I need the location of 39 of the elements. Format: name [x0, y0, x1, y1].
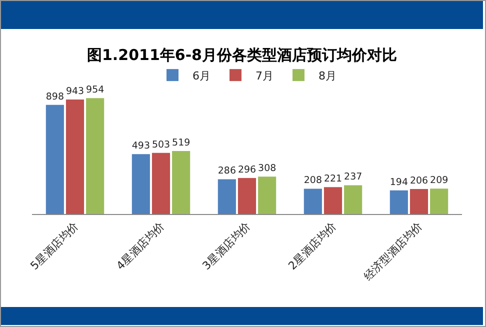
data-label: 898	[46, 91, 64, 102]
data-label: 503	[152, 139, 170, 150]
bar	[430, 188, 448, 214]
bar	[324, 187, 342, 214]
data-label: 209	[430, 175, 448, 186]
data-label: 221	[324, 174, 342, 185]
bar	[410, 188, 428, 214]
legend-label: 8月	[318, 69, 336, 82]
legend-label: 7月	[256, 69, 274, 82]
bar	[46, 104, 64, 214]
x-tick-label: 3星酒店均价	[200, 220, 254, 273]
data-label: 943	[66, 86, 84, 97]
chart-title: 图1.2011年6-8月份各类型酒店预订均价对比	[87, 46, 397, 64]
bar	[258, 176, 276, 214]
data-label: 954	[86, 84, 104, 96]
bar	[304, 188, 322, 214]
data-label: 296	[238, 164, 256, 176]
data-label: 237	[344, 172, 362, 183]
legend-label: 6月	[192, 69, 210, 82]
bar	[238, 178, 256, 214]
data-label: 194	[390, 176, 408, 188]
bar	[86, 98, 104, 214]
x-tick-label: 4星酒店均价	[114, 220, 168, 273]
x-tick-label: 2星酒店均价	[286, 220, 340, 273]
bar	[172, 150, 190, 214]
data-label: 208	[304, 175, 322, 186]
bar	[132, 154, 150, 214]
bar	[390, 190, 408, 214]
data-label: 206	[410, 175, 428, 186]
bar	[218, 179, 236, 214]
data-label: 286	[218, 166, 236, 177]
x-tick-label: 5星酒店均价	[28, 220, 82, 273]
bar	[344, 185, 362, 214]
data-label: 519	[172, 137, 190, 148]
data-label: 493	[132, 140, 150, 152]
bar	[152, 152, 170, 214]
x-tick-label: 经济型酒店均价	[361, 220, 426, 284]
bar	[66, 99, 84, 214]
data-label: 308	[258, 163, 276, 174]
